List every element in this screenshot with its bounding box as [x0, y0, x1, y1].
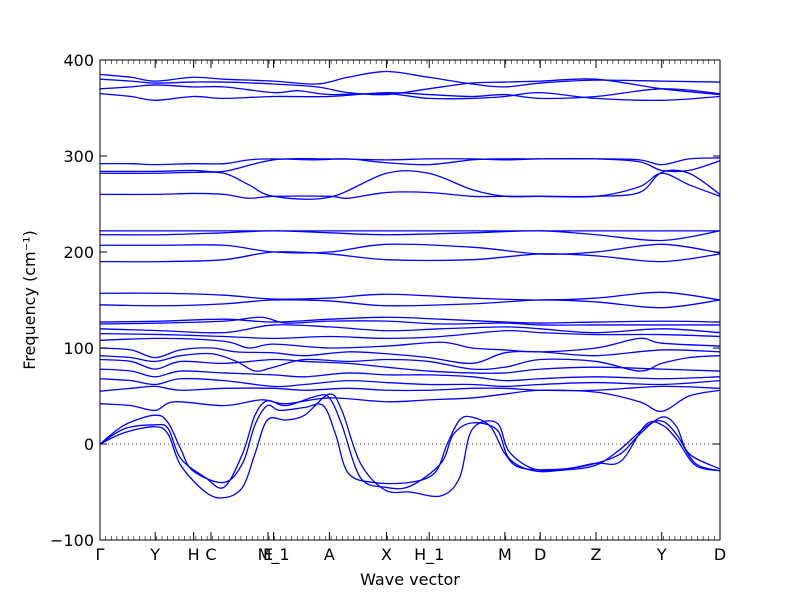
x-tick-label: H_1 — [414, 545, 444, 565]
phonon-branch-5 — [100, 157, 720, 166]
phonon-branch-13 — [100, 291, 720, 301]
y-tick-label: 100 — [63, 339, 94, 358]
phonon-branch-20 — [100, 347, 720, 365]
x-tick-label: C — [205, 545, 216, 564]
phonon-branch-29 — [100, 393, 720, 499]
phonon-branch-10 — [100, 230, 720, 242]
x-tick-label: Γ — [96, 545, 105, 564]
phonon-branch-8 — [100, 169, 720, 200]
phonon-branch-26 — [100, 389, 720, 413]
phonon-branch-24 — [100, 377, 720, 388]
phonon-branch-18 — [100, 329, 720, 340]
phonon-branch-28 — [100, 394, 720, 490]
phonon-branch-11 — [100, 243, 720, 255]
x-tick-label: D — [714, 545, 726, 564]
x-axis-label: Wave vector — [360, 570, 460, 589]
phonon-branch-16 — [100, 316, 720, 326]
y-axis-ticks: −100 0 100 200 300 400 — [50, 51, 720, 550]
phonon-branch-19 — [100, 337, 720, 353]
y-tick-label: 200 — [63, 243, 94, 262]
phonon-branch-22 — [100, 358, 720, 374]
x-tick-label: H — [188, 545, 200, 564]
phonon-branch-14 — [100, 299, 720, 309]
phonon-branch-17 — [100, 324, 720, 334]
phonon-branch-12 — [100, 251, 720, 263]
plot-frame — [99, 59, 721, 541]
phonon-branch-15 — [100, 316, 720, 324]
x-tick-label: X — [381, 545, 392, 564]
x-tick-label: Y — [656, 545, 667, 564]
y-tick-label: −100 — [50, 531, 94, 550]
phonon-branch-21 — [100, 352, 720, 372]
x-tick-label: Y — [149, 545, 160, 564]
x-tick-label: E — [263, 545, 273, 564]
x-tick-label: M — [498, 545, 512, 564]
x-tick-label: M_1 — [258, 545, 290, 565]
phonon-branch-4 — [100, 88, 720, 101]
phonon-branch-1 — [100, 70, 720, 88]
y-tick-label: 400 — [63, 51, 94, 70]
x-tick-label: A — [324, 545, 335, 564]
x-tick-label: D — [534, 545, 546, 564]
y-tick-label: 0 — [84, 435, 94, 454]
series-group — [100, 70, 720, 499]
phonon-branch-2 — [100, 78, 720, 96]
phonon-branch-27 — [100, 403, 720, 485]
x-tick-label: Z — [591, 545, 602, 564]
y-tick-label: 300 — [63, 147, 94, 166]
y-axis-label: Frequency (cm⁻¹) — [20, 230, 39, 369]
plot-area: −100 0 100 200 300 400 Γ Y H C EM_1 A X H_1 M D Z Y D — [50, 51, 726, 565]
phonon-branch-23 — [100, 368, 720, 382]
phonon-branch-7 — [100, 170, 720, 200]
x-axis-ticks: Γ Y H C EM_1 A X H_1 M D Z Y D — [96, 60, 726, 565]
